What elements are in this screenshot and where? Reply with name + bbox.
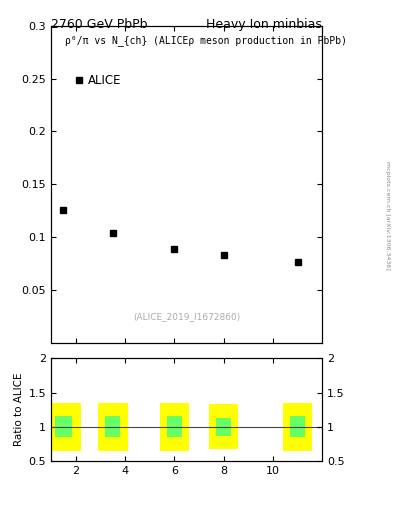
Bar [55, 416, 72, 437]
Bar [98, 403, 127, 451]
Bar [105, 416, 120, 437]
Bar [167, 416, 182, 437]
Text: (ALICE_2019_I1672860): (ALICE_2019_I1672860) [133, 312, 240, 321]
Text: 2760 GeV PbPb: 2760 GeV PbPb [51, 18, 148, 31]
Bar [46, 403, 81, 451]
Bar [216, 418, 231, 436]
Legend: ALICE: ALICE [71, 70, 127, 92]
Bar [283, 403, 312, 451]
Y-axis label: Ratio to ALICE: Ratio to ALICE [15, 373, 24, 446]
Text: Heavy Ion minbias: Heavy Ion minbias [206, 18, 322, 31]
Bar [160, 403, 189, 451]
Text: ρ⁰/π vs N_{ch} (ALICEρ meson production in PbPb): ρ⁰/π vs N_{ch} (ALICEρ meson production … [65, 35, 347, 46]
Bar [209, 404, 239, 449]
Text: mcplots.cern.ch [arXiv:1306.3436]: mcplots.cern.ch [arXiv:1306.3436] [385, 161, 389, 269]
Bar [290, 416, 305, 437]
